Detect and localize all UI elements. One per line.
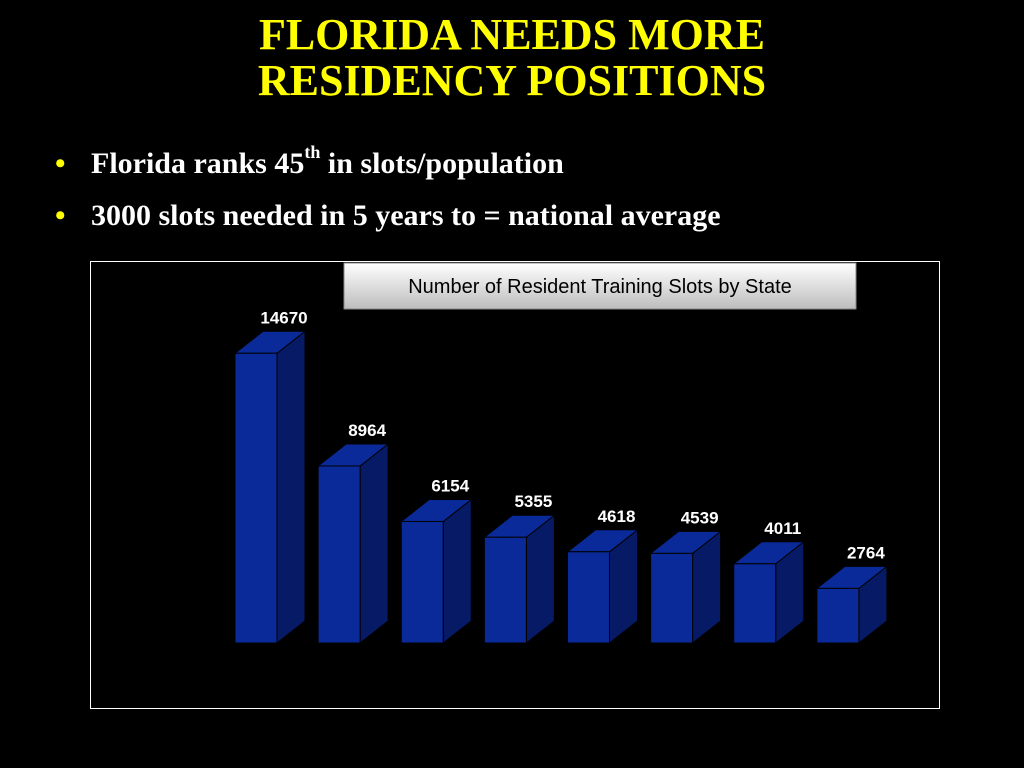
bar <box>567 551 610 644</box>
y-tick-label: 10000 <box>148 436 204 458</box>
y-tick-label: 0 <box>193 633 204 655</box>
bar <box>733 563 777 644</box>
bar <box>650 552 694 644</box>
bar <box>483 536 527 644</box>
data-label: 5355 <box>514 492 552 511</box>
y-tick-label: 2000 <box>160 594 205 616</box>
x-tick-label: CA <box>327 661 355 683</box>
x-tick-label: FL <box>828 661 851 683</box>
x-tick-label: MA <box>576 661 607 683</box>
x-tick-label: IL <box>499 661 516 683</box>
data-label: 4539 <box>681 508 719 527</box>
bar-side <box>359 442 389 645</box>
slide-title-line-2: RESIDENCY POSITIONS <box>257 56 767 105</box>
chart-title: Number of Resident Training Slots by Sta… <box>408 276 792 298</box>
chart-title-box <box>343 262 857 310</box>
x-tick-label: TX <box>411 661 437 683</box>
bullet-1-text: Florida ranks 45 <box>91 147 305 180</box>
data-label: 6154 <box>431 476 469 495</box>
data-label: 14670 <box>260 308 307 327</box>
y-tick-label: 4000 <box>160 554 205 576</box>
bullet-list: • Florida ranks 45th in slots/population… <box>55 140 1005 244</box>
bullet-dot-icon: • <box>55 199 66 232</box>
data-label: 2764 <box>847 543 885 562</box>
x-tick-label: OH <box>659 661 689 683</box>
bar <box>234 352 278 644</box>
x-tick-label: MI <box>746 661 768 683</box>
data-label: 4618 <box>598 507 636 526</box>
x-tick-label: NY <box>244 661 272 683</box>
bar-chart: 0 2000 4000 6000 8000 10000 12000 14000 16000 14… <box>148 262 889 683</box>
data-label: 8964 <box>348 421 386 440</box>
y-tick-label: 8000 <box>160 475 205 497</box>
bar-side <box>276 330 306 645</box>
bullet-2-text: 3000 slots needed in 5 years to = nation… <box>91 199 721 232</box>
bullet-item-slots: • 3000 slots needed in 5 years to = nati… <box>55 192 1005 244</box>
bullet-1-superscript: th <box>304 142 321 162</box>
y-tick-label: 14000 <box>148 357 204 379</box>
y-tick-label: 12000 <box>148 396 204 418</box>
slide-title-line-1: FLORIDA NEEDS MORE <box>258 10 766 59</box>
bullet-item-rank: • Florida ranks 45th in slots/population <box>55 140 1005 192</box>
bar <box>816 587 860 644</box>
bullet-dot-icon: • <box>55 147 66 180</box>
bar-side <box>442 498 472 645</box>
y-tick-label: 16000 <box>148 317 204 339</box>
bar <box>317 465 361 644</box>
data-label: 4011 <box>764 519 801 538</box>
chart-panel <box>90 261 940 709</box>
bar <box>400 520 444 644</box>
slide-title: FLORIDA NEEDS MORE RESIDENCY POSITIONS <box>0 12 1024 104</box>
y-tick-label: 6000 <box>160 515 205 537</box>
bullet-1-text-end: in slots/population <box>320 147 564 180</box>
